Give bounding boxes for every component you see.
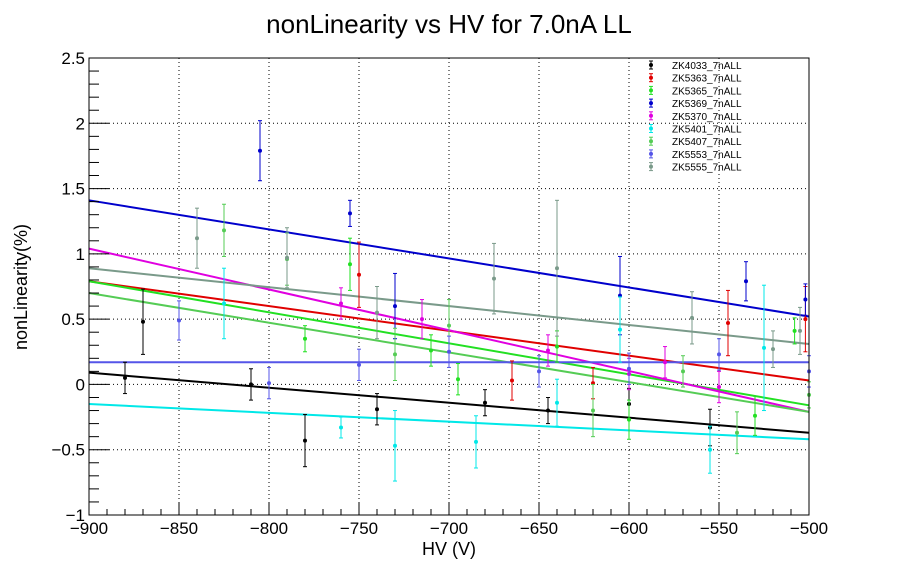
data-point xyxy=(303,325,307,353)
x-tick-label: −650 xyxy=(520,519,558,538)
y-tick-label: −0.5 xyxy=(51,441,85,460)
data-point xyxy=(762,284,766,412)
data-point xyxy=(123,361,127,395)
legend-label: ZK5401_7nALL xyxy=(672,125,742,136)
data-point xyxy=(348,237,352,291)
y-tick-label: 1.5 xyxy=(61,180,85,199)
x-tick-label: −500 xyxy=(790,519,828,538)
data-point xyxy=(546,396,550,425)
legend-label: ZK5363_7nALL xyxy=(672,74,742,85)
legend-label: ZK5555_7nALL xyxy=(672,163,742,174)
legend-label: ZK5369_7nALL xyxy=(672,99,742,110)
data-point xyxy=(483,389,487,417)
data-point xyxy=(474,415,478,469)
data-point xyxy=(339,416,343,439)
data-point xyxy=(627,399,631,440)
legend-label: ZK5553_7nALL xyxy=(672,150,742,161)
legend-entry: ZK5555_7nALL xyxy=(649,162,742,174)
data-point xyxy=(375,393,379,426)
data-point xyxy=(249,368,253,401)
y-axis-label: nonLinearity(%) xyxy=(11,224,31,350)
data-point xyxy=(357,241,361,308)
data-point xyxy=(510,360,514,401)
legend-label: ZK4033_7nALL xyxy=(672,61,742,72)
fit-line xyxy=(88,403,810,441)
x-tick-label: −850 xyxy=(160,519,198,538)
legend-entry: ZK4033_7nALL xyxy=(649,60,742,72)
x-tick-label: −800 xyxy=(250,519,288,538)
data-point xyxy=(591,383,595,438)
data-point xyxy=(717,370,721,404)
x-tick-label: −550 xyxy=(700,519,738,538)
data-point xyxy=(771,330,775,368)
data-point xyxy=(357,348,361,382)
legend-entry: ZK5365_7nALL xyxy=(649,85,742,97)
data-point xyxy=(375,286,379,340)
data-point xyxy=(420,299,424,340)
fit-line xyxy=(88,199,810,318)
y-tick-label: 2.5 xyxy=(61,49,85,68)
data-point xyxy=(222,203,226,257)
data-point xyxy=(546,334,550,367)
data-point xyxy=(627,352,631,385)
data-point xyxy=(803,283,808,316)
legend-entry: ZK5370_7nALL xyxy=(649,111,742,123)
x-tick-label: −700 xyxy=(430,519,468,538)
y-tick-label: −1 xyxy=(66,506,85,525)
data-point xyxy=(690,291,694,345)
legend-label: ZK5407_7nALL xyxy=(672,137,742,148)
data-point xyxy=(195,207,199,269)
data-point xyxy=(177,300,181,341)
data-point xyxy=(492,242,496,315)
x-tick-label: −750 xyxy=(340,519,378,538)
y-axis: −1 −0.5 0 0.5 1 1.5 2 2.5 xyxy=(51,49,109,525)
data-point xyxy=(258,120,262,182)
data-point xyxy=(618,296,622,363)
data-point xyxy=(141,288,145,355)
legend-entry: ZK5401_7nALL xyxy=(649,124,742,136)
x-axis: −900 −850 −800 −750 −700 −650 −600 −550 −500 xyxy=(70,502,828,538)
data-point xyxy=(708,425,712,474)
y-tick-label: 2 xyxy=(76,114,85,133)
data-point xyxy=(429,334,433,367)
data-point xyxy=(555,199,559,337)
data-point xyxy=(681,355,685,388)
legend-entry: ZK5363_7nALL xyxy=(649,73,742,85)
data-point xyxy=(537,355,541,388)
data-point xyxy=(798,306,802,355)
data-point xyxy=(447,335,451,368)
data-point xyxy=(303,413,307,468)
data-point xyxy=(753,395,757,436)
x-tick-label: −900 xyxy=(70,519,108,538)
y-tick-label: 0 xyxy=(76,375,85,394)
data-point xyxy=(339,287,343,320)
legend-entry: ZK5407_7nALL xyxy=(649,136,742,148)
chart-title: nonLinearity vs HV for 7.0nA LL xyxy=(266,9,632,39)
data-point xyxy=(393,410,397,482)
data-point xyxy=(726,289,730,357)
data-point xyxy=(456,363,460,396)
y-tick-label: 0.5 xyxy=(61,310,85,329)
data-point xyxy=(744,261,748,302)
x-axis-label: HV (V) xyxy=(422,539,476,559)
legend-label: ZK5370_7nALL xyxy=(672,112,742,123)
legend-entry: ZK5553_7nALL xyxy=(649,149,742,161)
data-point xyxy=(555,378,559,427)
data-point xyxy=(285,227,289,289)
legend-entry: ZK5369_7nALL xyxy=(649,98,742,110)
data-point xyxy=(393,327,397,382)
legend-label: ZK5365_7nALL xyxy=(672,86,742,97)
data-point xyxy=(717,338,721,371)
data-point xyxy=(222,267,226,340)
y-tick-label: 1 xyxy=(76,245,85,264)
data-point xyxy=(663,346,667,379)
data-point xyxy=(348,199,352,227)
x-tick-label: −600 xyxy=(610,519,648,538)
data-point xyxy=(792,317,797,345)
fit-line xyxy=(88,371,810,434)
data-point xyxy=(267,366,271,400)
data-point xyxy=(735,411,739,455)
